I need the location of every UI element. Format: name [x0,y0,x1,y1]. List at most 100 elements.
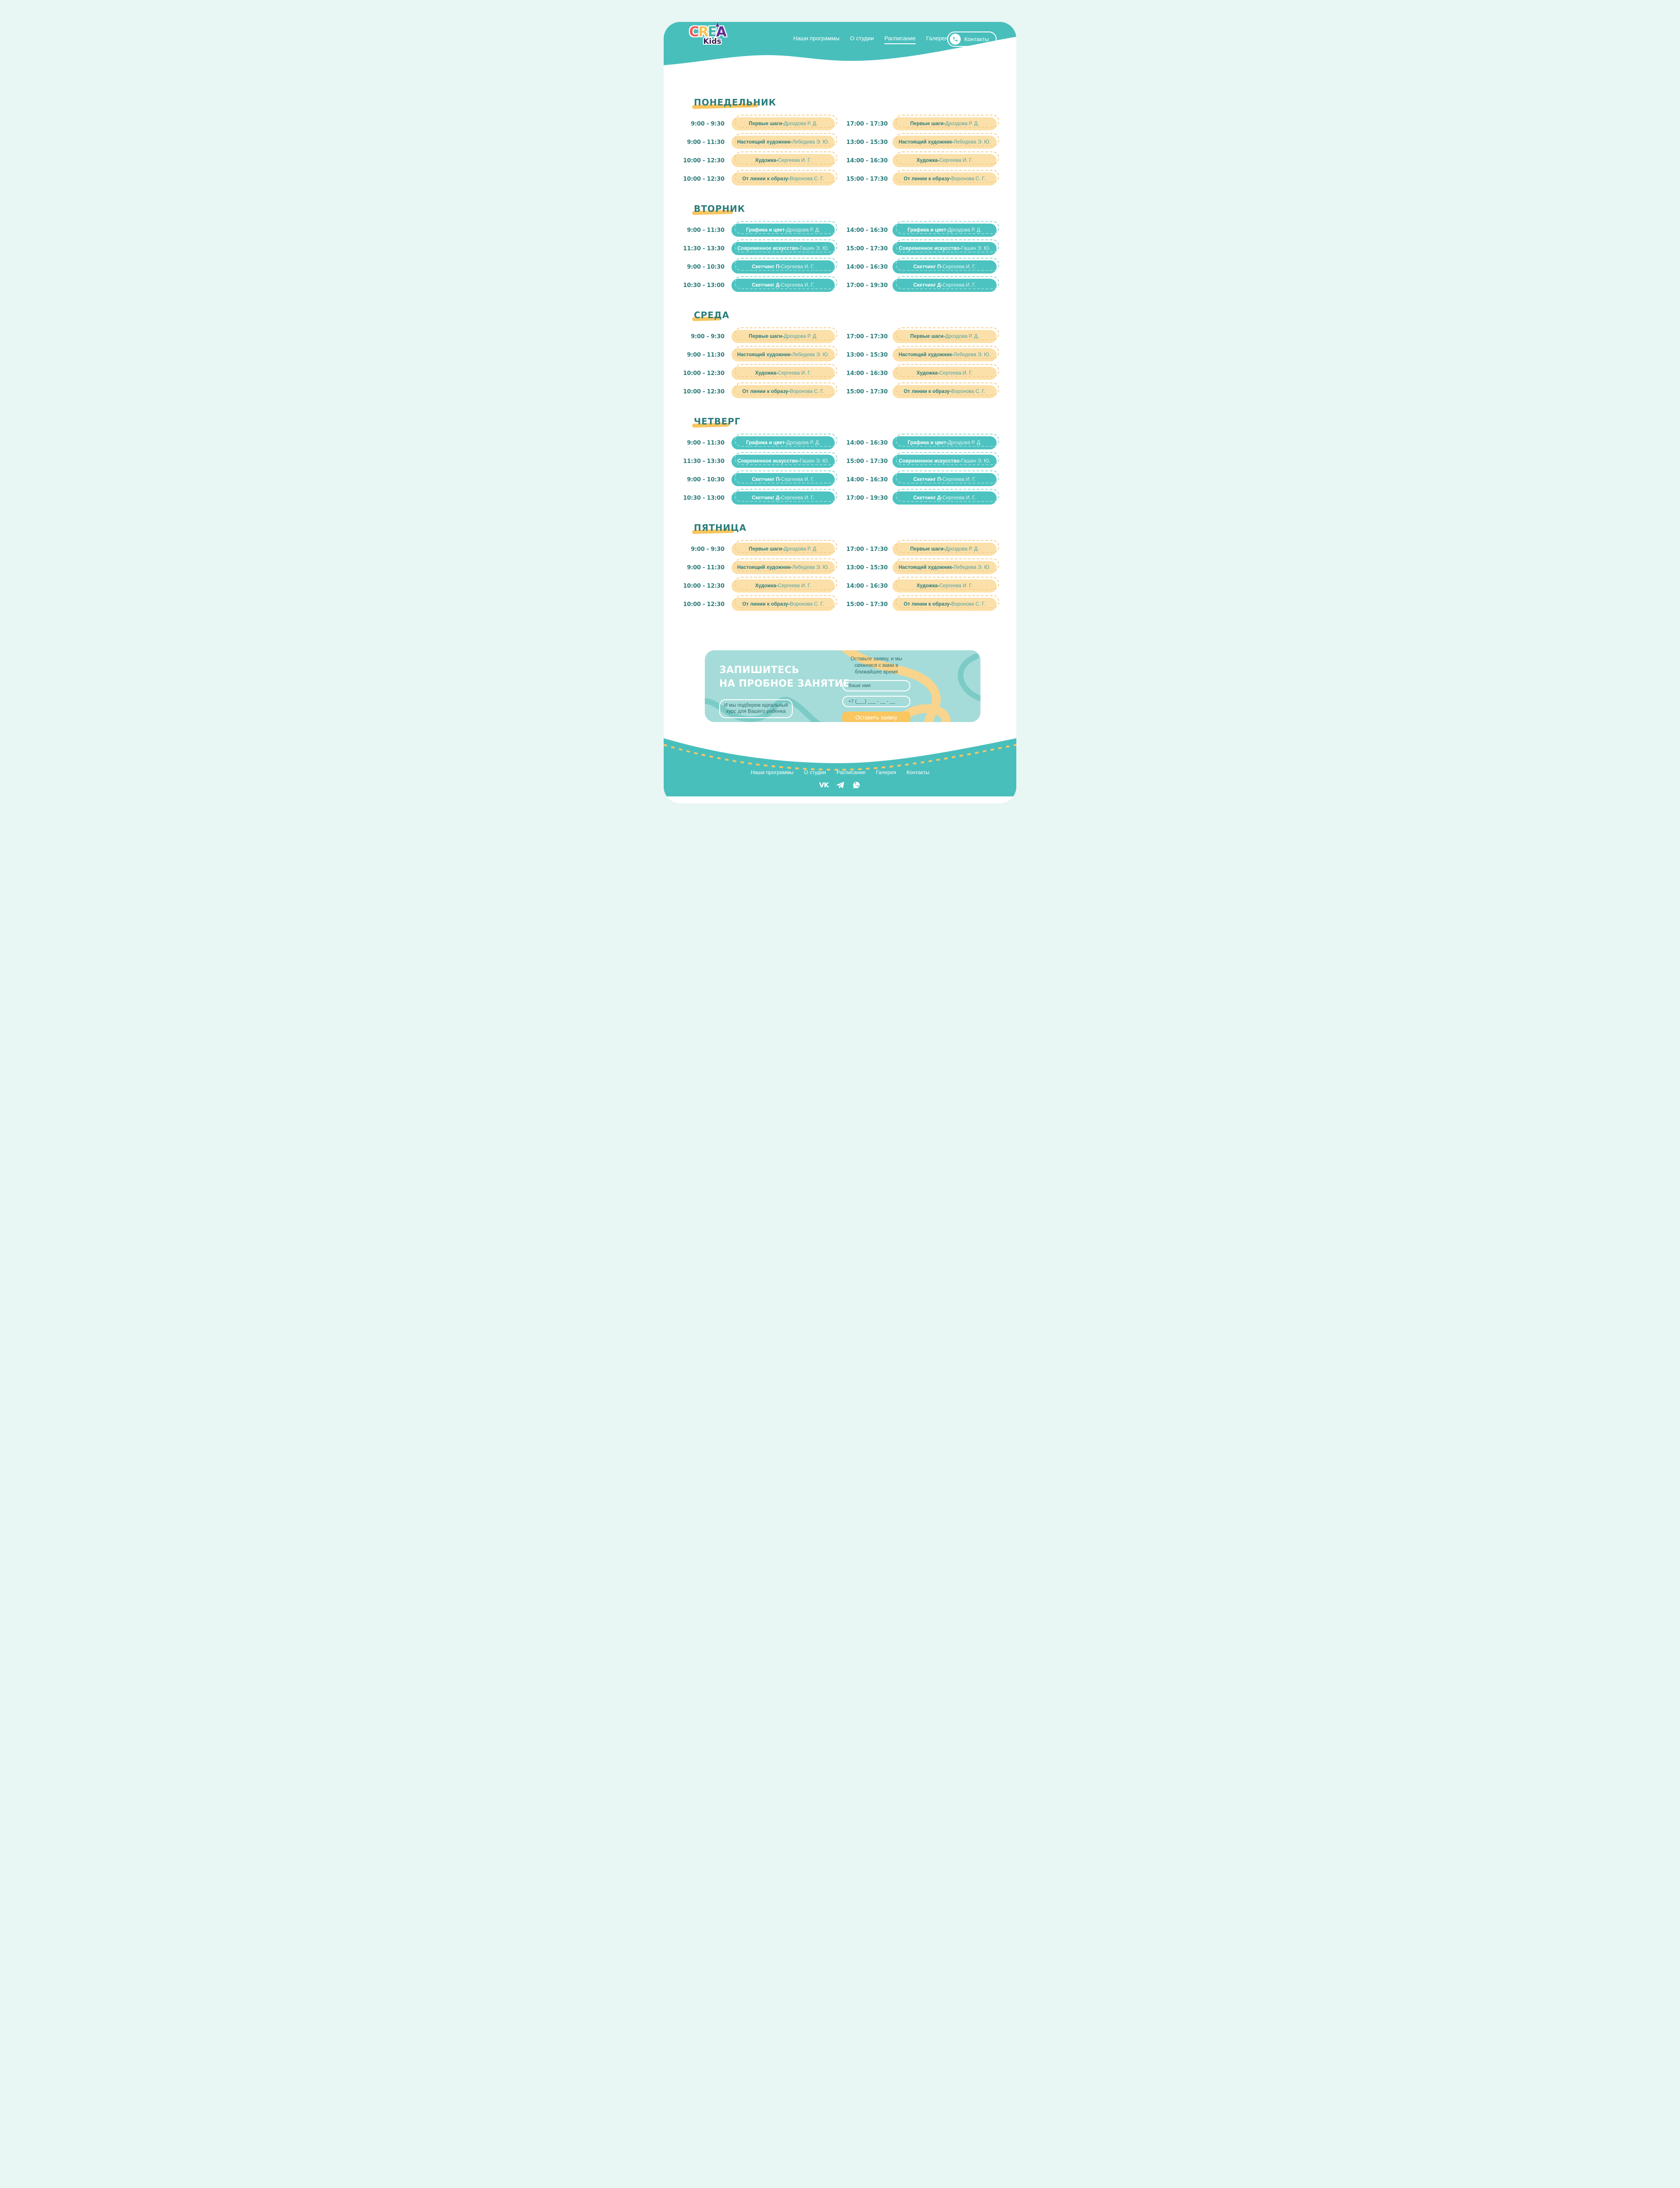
course-name: От линии к образу [903,389,950,394]
class-pill: Художка - Сергеева И. Г. [732,364,837,380]
schedule: ПОНЕДЕЛЬНИК 9:00 - 9:30 Первые шаги - Др… [664,88,1016,611]
day-title-text: ПЯТНИЦА [694,522,747,533]
class-pill: Первые шаги - Дроздова Р. Д. [892,115,999,130]
class-pill: От линии к образу - Воронова С. Г. [732,170,837,186]
teacher-name: Сергеева И. Г. [777,158,812,163]
time-range: 9:00 - 9:30 [691,546,724,553]
schedule-cell-right: 17:00 - 17:30 Первые шаги - Дроздова Р. … [835,327,999,343]
time-range: 15:00 - 17:30 [846,175,888,182]
logo-kids-text: Kids [703,37,721,46]
time-range: 14:00 - 16:30 [846,157,888,164]
time-range: 17:00 - 17:30 [846,333,888,340]
phone-input[interactable] [842,695,910,707]
time-range: 10:00 - 12:30 [683,370,724,377]
course-name: Современное искусство [737,246,798,251]
time-range: 14:00 - 16:30 [846,263,888,270]
class-pill: От линии к образу - Воронова С. Г. [892,595,999,611]
schedule-row: 9:00 - 11:30 Настоящий художник - Лебеде… [664,558,1016,574]
day-title: ЧЕТВЕРГ [692,416,741,428]
schedule-cell-left: 9:00 - 11:30 Настоящий художник - Лебеде… [664,346,837,361]
class-pill: Современное искусство - Гашин Э. Ю. [892,452,999,468]
teacher-name: Дроздова Р. Д. [784,121,818,126]
day-title: СРЕДА [692,310,729,321]
schedule-row: 9:00 - 10:30 Скетчинг П - Сергеева И. Г.… [664,258,1016,274]
time-range: 9:00 - 9:30 [691,120,724,127]
class-pill: Первые шаги - Дроздова Р. Д. [892,540,999,556]
name-input[interactable] [842,680,910,691]
time-range: 15:00 - 17:30 [846,458,888,465]
class-pill: Художка - Сергеева И. Г. [892,364,999,380]
teacher-name: Сергеева И. Г. [781,495,815,501]
logo[interactable]: CREA Kids [686,22,729,46]
day-title-text: ПОНЕДЕЛЬНИК [694,97,777,108]
schedule-cell-right: 14:00 - 16:30 Художка - Сергеева И. Г. [835,577,999,593]
schedule-cell-right: 13:00 - 15:30 Настоящий художник - Лебед… [835,346,999,361]
footer: Наши программы О студии Расписание Галерея К… [664,733,1016,796]
class-pill: Современное искусство - Гашин Э. Ю. [732,452,837,468]
course-name: Скетчинг П [752,477,780,482]
class-pill: Скетчинг П - Сергеева И. Г. [732,470,837,486]
schedule-cell-left: 9:00 - 11:30 Настоящий художник - Лебеде… [664,133,837,149]
teacher-name: Сергеева И. Г. [942,495,976,501]
time-range: 10:00 - 12:30 [683,388,724,395]
contacts-button[interactable]: Контакты [947,32,997,47]
time-range: 13:00 - 15:30 [846,564,888,571]
course-name: Настоящий художник [737,565,791,570]
schedule-cell-left: 9:00 - 10:30 Скетчинг П - Сергеева И. Г. [664,470,837,486]
time-range: 9:00 - 11:30 [687,439,724,446]
class-pill: Настоящий художник - Лебедева Э. Ю. [892,346,999,361]
footer-link[interactable]: Галерея [876,769,896,775]
teacher-name: Гашин Э. Ю. [961,246,990,251]
vk-icon[interactable]: VK [819,781,829,789]
schedule-cell-right: 14:00 - 16:30 Графика и цвет - Дроздова … [835,434,999,449]
schedule-cell-left: 10:00 - 12:30 От линии к образу - Вороно… [664,595,837,611]
main-nav: Наши программы О студии Расписание Галерея [793,35,948,44]
submit-button[interactable]: Оставить заявку [842,711,910,722]
teacher-name: Воронова С. Г. [790,602,824,607]
header-wave-shape [664,22,1016,65]
teacher-name: Лебедева Э. Ю. [792,352,830,358]
class-pill: Настоящий художник - Лебедева Э. Ю. [732,346,837,361]
teacher-name: Гашин Э. Ю. [799,246,829,251]
class-pill: Современное искусство - Гашин Э. Ю. [892,239,999,255]
cta-subtitle-box: И мы подберем идеальный курс для Вашего … [719,699,793,718]
course-name: От линии к образу [742,176,788,182]
telegram-icon[interactable] [835,781,845,789]
footer-link[interactable]: Наши программы [750,769,794,775]
schedule-cell-right: 14:00 - 16:30 Художка - Сергеева И. Г. [835,151,999,167]
course-name: Настоящий художник [898,140,952,145]
teacher-name: Лебедева Э. Ю. [792,140,830,145]
schedule-row: 10:30 - 13:00 Скетчинг Д - Сергеева И. Г… [664,276,1016,292]
teacher-name: Сергеева И. Г. [781,264,815,270]
course-name: Скетчинг П [913,264,941,270]
footer-link[interactable]: Расписание [836,769,866,775]
day-title-text: ВТОРНИК [694,203,746,214]
time-range: 14:00 - 16:30 [846,370,888,377]
cta-card: ЗАПИШИТЕСЬ НА ПРОБНОЕ ЗАНЯТИЕ И мы подбе… [705,650,980,722]
schedule-row: 11:30 - 13:30 Современное искусство - Га… [664,452,1016,468]
nav-item[interactable]: Наши программы [793,35,840,42]
nav-item[interactable]: Галерея [926,35,948,42]
course-name: Графика и цвет [746,228,785,233]
course-name: Современное искусство [737,459,798,464]
schedule-cell-right: 13:00 - 15:30 Настоящий художник - Лебед… [835,133,999,149]
teacher-name: Воронова С. Г. [951,389,986,394]
schedule-cell-left: 10:00 - 12:30 Художка - Сергеева И. Г. [664,364,837,380]
day-title: ВТОРНИК [692,203,746,215]
contacts-button-label: Контакты [964,36,989,42]
schedule-row: 10:00 - 12:30 Художка - Сергеева И. Г. 1… [664,364,1016,380]
footer-link[interactable]: О студии [804,769,826,775]
teacher-name: Лебедева Э. Ю. [792,565,830,570]
time-range: 17:00 - 19:30 [846,282,888,289]
course-name: От линии к образу [903,602,950,607]
course-name: Графика и цвет [746,440,785,445]
class-pill: Графика и цвет - Дроздова Р. Д. [732,434,837,449]
class-pill: Первые шаги - Дроздова Р. Д. [892,327,999,343]
nav-item[interactable]: О студии [850,35,874,42]
footer-link[interactable]: Контакты [906,769,930,775]
teacher-name: Лебедева Э. Ю. [953,352,991,358]
schedule-row: 9:00 - 11:30 Графика и цвет - Дроздова Р… [664,221,1016,237]
nav-item[interactable]: Расписание [884,35,916,44]
schedule-cell-right: 14:00 - 16:30 Скетчинг П - Сергеева И. Г… [835,470,999,486]
whatsapp-icon[interactable] [851,781,861,789]
